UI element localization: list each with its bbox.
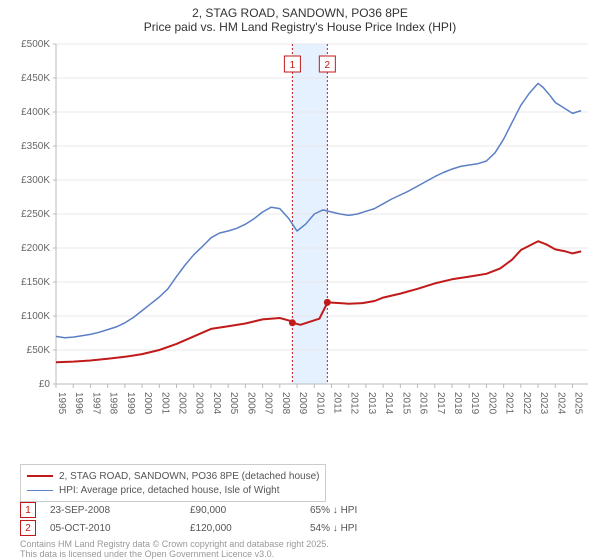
sale-delta: 65% ↓ HPI	[310, 505, 430, 516]
chart-svg: £0 £50K £100K £150K £200K £250K £300K £350K £400…	[0, 36, 600, 466]
svg-text:1996: 1996	[73, 392, 84, 415]
svg-text:2006: 2006	[245, 392, 256, 415]
legend-swatch-price	[27, 475, 53, 477]
svg-text:£200K: £200K	[21, 243, 50, 254]
sale-marker-icon: 2	[20, 520, 36, 536]
svg-text:2023: 2023	[538, 392, 549, 415]
svg-text:2013: 2013	[366, 392, 377, 415]
svg-text:2005: 2005	[228, 392, 239, 415]
svg-text:1995: 1995	[56, 392, 67, 415]
svg-text:2019: 2019	[469, 392, 480, 415]
sale-delta: 54% ↓ HPI	[310, 523, 430, 534]
svg-text:1999: 1999	[125, 392, 136, 415]
svg-text:£450K: £450K	[21, 73, 50, 84]
svg-text:2018: 2018	[452, 392, 463, 415]
svg-text:2002: 2002	[177, 392, 188, 415]
svg-text:2025: 2025	[573, 392, 584, 415]
legend-label: HPI: Average price, detached house, Isle…	[59, 485, 280, 496]
svg-text:2024: 2024	[555, 392, 566, 415]
svg-text:2010: 2010	[314, 392, 325, 415]
sales-row: 1 23-SEP-2008 £90,000 65% ↓ HPI	[20, 502, 430, 518]
svg-text:£0: £0	[39, 379, 51, 390]
svg-text:1998: 1998	[108, 392, 119, 415]
svg-text:2007: 2007	[263, 392, 274, 415]
svg-text:£300K: £300K	[21, 175, 50, 186]
legend-box: 2, STAG ROAD, SANDOWN, PO36 8PE (detache…	[20, 464, 326, 502]
svg-text:2001: 2001	[159, 392, 170, 415]
svg-text:£400K: £400K	[21, 107, 50, 118]
title-address: 2, STAG ROAD, SANDOWN, PO36 8PE	[0, 6, 600, 20]
sale-date: 23-SEP-2008	[50, 505, 190, 516]
svg-text:2003: 2003	[194, 392, 205, 415]
svg-text:2020: 2020	[486, 392, 497, 415]
svg-text:2000: 2000	[142, 392, 153, 415]
chart-title: 2, STAG ROAD, SANDOWN, PO36 8PE Price pa…	[0, 0, 600, 34]
svg-text:2: 2	[325, 60, 331, 71]
svg-text:£250K: £250K	[21, 209, 50, 220]
sales-table: 1 23-SEP-2008 £90,000 65% ↓ HPI 2 05-OCT…	[20, 502, 430, 538]
svg-text:2009: 2009	[297, 392, 308, 415]
svg-text:2015: 2015	[400, 392, 411, 415]
svg-text:2017: 2017	[435, 392, 446, 415]
svg-text:2011: 2011	[331, 392, 342, 414]
svg-text:2014: 2014	[383, 392, 394, 415]
svg-text:£50K: £50K	[27, 345, 51, 356]
sale-price: £120,000	[190, 523, 310, 534]
sale-marker-icon: 1	[20, 502, 36, 518]
svg-text:1997: 1997	[90, 392, 101, 415]
svg-text:£100K: £100K	[21, 311, 50, 322]
footer-line: This data is licensed under the Open Gov…	[20, 550, 329, 560]
svg-text:£150K: £150K	[21, 277, 50, 288]
legend-item: 2, STAG ROAD, SANDOWN, PO36 8PE (detache…	[27, 469, 319, 483]
legend-item: HPI: Average price, detached house, Isle…	[27, 483, 319, 497]
svg-text:2016: 2016	[418, 392, 429, 415]
svg-text:£500K: £500K	[21, 39, 50, 50]
sale-date: 05-OCT-2010	[50, 523, 190, 534]
legend-label: 2, STAG ROAD, SANDOWN, PO36 8PE (detache…	[59, 471, 319, 482]
sale-price: £90,000	[190, 505, 310, 516]
chart-area: £0 £50K £100K £150K £200K £250K £300K £350K £400…	[0, 36, 600, 426]
svg-text:2012: 2012	[349, 392, 360, 415]
svg-text:1: 1	[290, 60, 296, 71]
legend-swatch-hpi	[27, 490, 53, 491]
svg-text:2022: 2022	[521, 392, 532, 415]
svg-text:2004: 2004	[211, 392, 222, 415]
svg-text:2021: 2021	[504, 392, 515, 415]
svg-text:2008: 2008	[280, 392, 291, 415]
title-subtitle: Price paid vs. HM Land Registry's House …	[0, 20, 600, 34]
svg-text:£350K: £350K	[21, 141, 50, 152]
footer-attribution: Contains HM Land Registry data © Crown c…	[20, 540, 329, 560]
sales-row: 2 05-OCT-2010 £120,000 54% ↓ HPI	[20, 520, 430, 536]
